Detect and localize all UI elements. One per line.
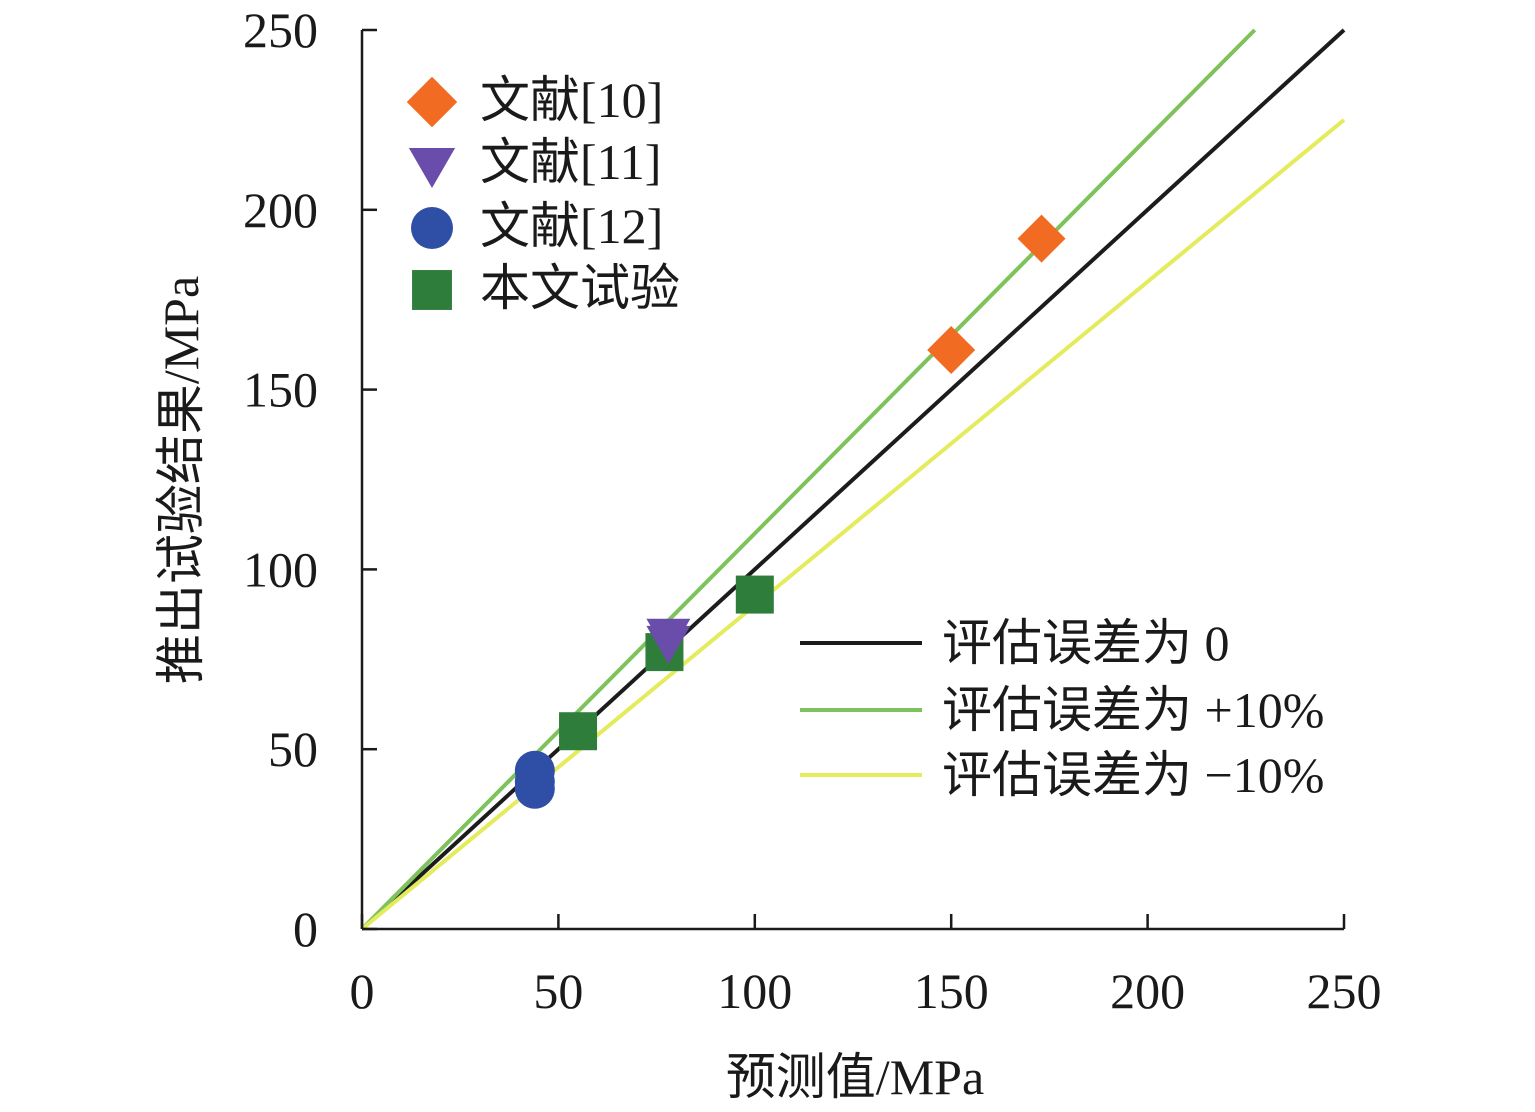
- x-tick-label-50: 50: [533, 963, 583, 1019]
- legend-marker-series-2: [411, 207, 453, 249]
- y-tick-label-250: 250: [243, 2, 318, 58]
- legend-label-line-2: 评估误差为 −10%: [942, 747, 1324, 803]
- legend-item-series-3: 本文试验: [412, 260, 680, 316]
- x-tick-label-250: 250: [1307, 963, 1382, 1019]
- y-tick-label-150: 150: [243, 362, 318, 418]
- legend-item-line-2: 评估误差为 −10%: [800, 747, 1324, 803]
- x-tick-label-100: 100: [717, 963, 792, 1019]
- legend-label-line-0: 评估误差为 0: [942, 615, 1230, 671]
- y-tick-label-200: 200: [243, 182, 318, 238]
- x-tick-label-150: 150: [914, 963, 989, 1019]
- legend-item-series-0: 文献[10]: [406, 72, 663, 128]
- legend-marker-series-3: [412, 270, 452, 310]
- axes: 0 50 100 150 200 250 0 50 100 150 200 250: [243, 2, 1382, 1019]
- legend-item-line-1: 评估误差为 +10%: [800, 682, 1324, 738]
- x-axis-label: 预测值/MPa: [726, 1049, 984, 1105]
- legend-label-line-1: 评估误差为 +10%: [942, 682, 1324, 738]
- legend-marker-series-0: [406, 76, 458, 128]
- series-3-point-0: [559, 712, 598, 751]
- legend-marker-series-1: [408, 148, 456, 188]
- y-tick-label-50: 50: [268, 721, 318, 777]
- legend-label-series-2: 文献[12]: [480, 198, 663, 254]
- series-0-point-0: [927, 326, 976, 375]
- legend-item-series-1: 文献[11]: [408, 134, 661, 190]
- marker-legend: 文献[10] 文献[11] 文献[12] 本文试验: [406, 72, 680, 316]
- legend-label-series-0: 文献[10]: [480, 72, 663, 128]
- x-tick-label-200: 200: [1110, 963, 1185, 1019]
- legend-item-line-0: 评估误差为 0: [800, 615, 1230, 671]
- y-tick-label-100: 100: [243, 541, 318, 597]
- data-points: [514, 214, 1066, 809]
- reference-line-1: [360, 28, 1257, 931]
- y-axis-label: 推出试验结果/MPa: [153, 276, 209, 684]
- series-0-point-1: [1017, 214, 1066, 263]
- legend-item-series-2: 文献[12]: [411, 198, 663, 254]
- series-1-point-1: [646, 625, 691, 664]
- legend-label-series-1: 文献[11]: [480, 134, 661, 190]
- x-tick-label-0: 0: [350, 963, 375, 1019]
- legend-label-series-3: 本文试验: [480, 260, 680, 316]
- y-tick-label-0: 0: [293, 901, 318, 957]
- series-2-point-2: [514, 768, 555, 809]
- line-legend: 评估误差为 0 评估误差为 +10% 评估误差为 −10%: [800, 615, 1324, 803]
- series-3-point-2: [735, 575, 774, 614]
